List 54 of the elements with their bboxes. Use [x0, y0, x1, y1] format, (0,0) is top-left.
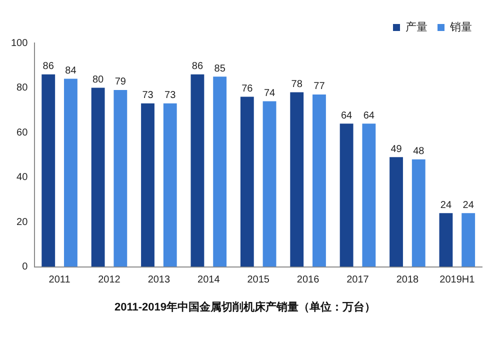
- text: 2011-2019年中国金属切削机床产销量（单位：万台）: [114, 300, 376, 314]
- data-label: 84: [65, 66, 77, 77]
- x-tick-label: 2011: [48, 274, 71, 286]
- data-label: 86: [192, 61, 204, 72]
- y-tick-label: 40: [16, 172, 28, 184]
- bar: [190, 74, 204, 267]
- data-label: 80: [92, 74, 104, 86]
- bar: [462, 213, 476, 267]
- bar: [91, 88, 105, 267]
- bar: [290, 92, 304, 267]
- y-tick-label: 60: [16, 127, 28, 138]
- data-label: 49: [390, 144, 402, 155]
- data-label: 79: [114, 76, 126, 88]
- data-label: 24: [462, 200, 474, 211]
- data-label: 78: [291, 78, 303, 90]
- data-label: 77: [314, 81, 326, 92]
- data-label: 73: [164, 90, 176, 102]
- x-tick-label: 2013: [148, 274, 170, 286]
- bar: [340, 124, 354, 267]
- x-tick-label: 2014: [198, 274, 220, 286]
- x-tick-label: 2016: [296, 274, 320, 286]
- bar: [240, 96, 254, 267]
- x-tick-label: 2019H1: [440, 274, 476, 286]
- legend-label: 产量: [406, 20, 428, 34]
- bar: [163, 103, 177, 267]
- y-tick-label: 80: [16, 82, 28, 94]
- y-tick-label: 0: [22, 262, 28, 273]
- x-tick-label: 2015: [247, 274, 270, 286]
- y-tick-label: 20: [16, 216, 28, 228]
- x-tick-label: 2018: [396, 274, 420, 286]
- legend-label: 销量: [449, 22, 472, 34]
- data-label: 64: [341, 110, 353, 122]
- bar: [439, 213, 453, 267]
- data-label: 24: [440, 200, 452, 211]
- bar: [114, 90, 128, 267]
- bar: [390, 157, 403, 267]
- bar: [213, 76, 227, 267]
- data-label: 48: [413, 146, 425, 158]
- bar: [42, 74, 56, 267]
- bar: [262, 101, 276, 267]
- data-label: 76: [242, 83, 254, 94]
- bar: [64, 78, 78, 267]
- data-label: 85: [214, 63, 226, 74]
- bar: [312, 94, 326, 267]
- y-tick-label: 100: [10, 38, 28, 49]
- data-label: 64: [363, 110, 375, 122]
- x-tick-label: 2017: [346, 274, 370, 286]
- bar: [141, 103, 154, 267]
- data-label: 73: [142, 90, 154, 102]
- bar: [362, 124, 376, 267]
- x-tick-label: 2012: [98, 274, 121, 286]
- data-label: 74: [264, 88, 276, 99]
- bar: [412, 159, 426, 267]
- data-label: 86: [42, 61, 54, 72]
